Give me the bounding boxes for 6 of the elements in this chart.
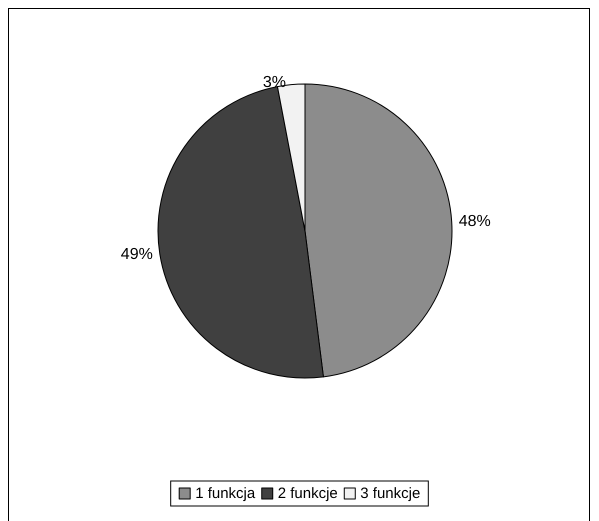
data-label: 48% <box>458 213 491 230</box>
data-label: 3% <box>262 74 286 92</box>
legend-label: 1 funkcja <box>195 485 256 502</box>
data-label: 49% <box>120 246 153 263</box>
legend-label: 3 funkcje <box>360 485 420 502</box>
legend-label: 2 funkcje <box>278 485 338 502</box>
